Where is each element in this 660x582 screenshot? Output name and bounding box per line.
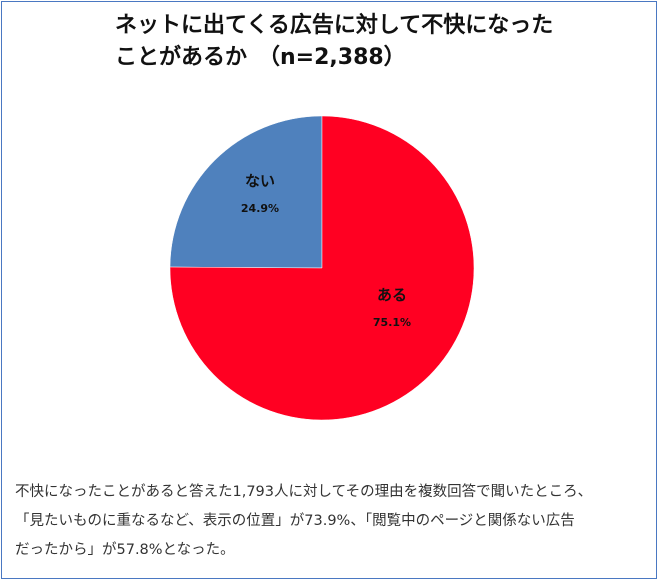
pie-slice-label-0: ない	[245, 172, 275, 190]
caption-line-3: だったから」が57.8%となった。	[15, 542, 235, 558]
caption: 不快になったことがあると答えた1,793人に対してその理由を複数回答で聞いたとこ…	[15, 478, 650, 565]
pie-slice-value-1: 75.1%	[373, 316, 411, 329]
caption-line-1: 不快になったことがあると答えた1,793人に対してその理由を複数回答で聞いたとこ…	[15, 484, 593, 500]
pie-slice-1	[169, 115, 475, 421]
pie-slices	[169, 115, 475, 421]
pie-slice-value-0: 24.9%	[241, 202, 279, 215]
chart-title-line-1: ネットに出てくる広告に対して不快になった	[115, 13, 554, 38]
pie-slice-0	[169, 115, 323, 269]
pie-slice-label-1: ある	[377, 286, 407, 304]
chart-title: ネットに出てくる広告に対して不快になった ことがあるか （n=2,388）	[115, 10, 553, 74]
chart-title-line-2: ことがあるか （n=2,388）	[115, 45, 406, 70]
pie-labels: ない 24.9% ある 75.1%	[241, 172, 411, 329]
caption-line-2: 「見たいものに重なるなど、表示の位置」が73.9%、「閲覧中のページと関係ない広…	[15, 513, 575, 529]
